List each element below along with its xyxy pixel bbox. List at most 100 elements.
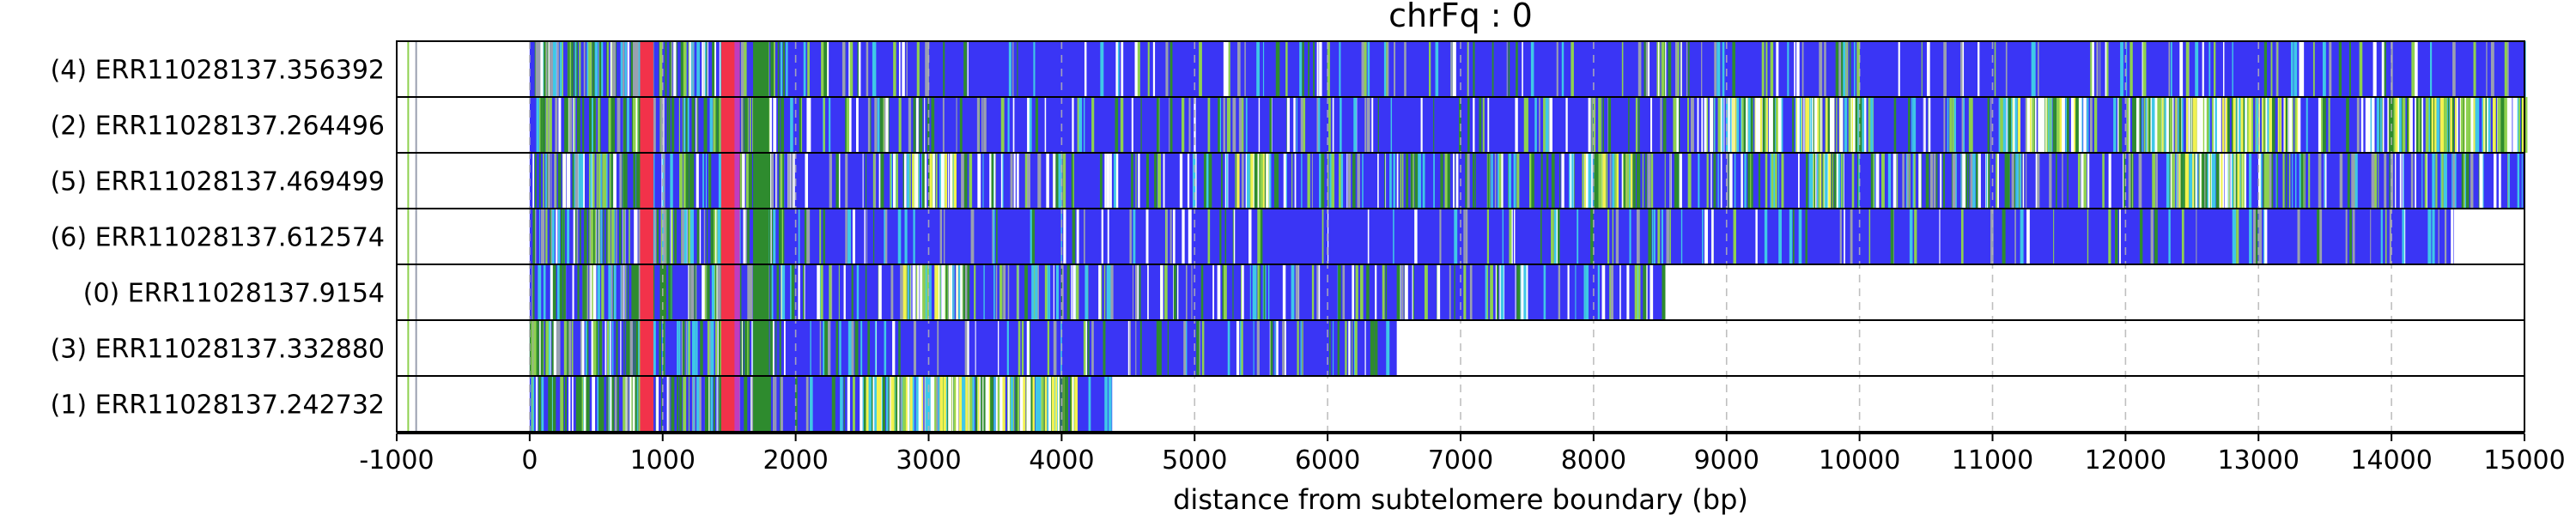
read-mark xyxy=(925,264,927,320)
read-mark xyxy=(878,153,881,209)
read-mark xyxy=(608,97,611,153)
read-mark xyxy=(1054,376,1058,432)
read-mark xyxy=(2014,97,2018,153)
read-mark xyxy=(1212,264,1214,320)
read-mark xyxy=(1971,97,1973,153)
read-mark xyxy=(866,41,869,97)
read-mark xyxy=(1364,97,1367,153)
read-mark xyxy=(2154,97,2157,153)
read-mark xyxy=(1734,97,1736,153)
read-mark xyxy=(1252,153,1255,209)
read-mark xyxy=(2083,153,2087,209)
read-mark xyxy=(1024,264,1028,320)
read-mark xyxy=(1099,153,1103,209)
read-mark xyxy=(2482,97,2485,153)
read-mark xyxy=(1819,41,1823,97)
read-mark xyxy=(1276,153,1279,209)
read-mark xyxy=(2393,97,2397,153)
read-mark xyxy=(823,209,825,264)
read-mark xyxy=(2429,97,2433,153)
read-mark xyxy=(691,41,693,97)
read-mark xyxy=(626,376,629,432)
read-mark xyxy=(2235,97,2239,153)
read-mark xyxy=(706,41,708,97)
read-mark xyxy=(611,376,614,432)
read-mark xyxy=(1805,97,1808,153)
read-mark xyxy=(621,264,623,320)
read-mark xyxy=(716,264,719,320)
read-mark xyxy=(653,209,655,264)
read-mark xyxy=(1697,97,1699,153)
read-mark xyxy=(1914,209,1917,264)
read-mark xyxy=(2263,41,2267,97)
read-mark xyxy=(1500,264,1504,320)
read-mark xyxy=(1549,97,1553,153)
read-mark xyxy=(1621,153,1624,209)
read-mark xyxy=(2476,97,2480,153)
read-mark xyxy=(2444,209,2447,264)
read-mark xyxy=(683,320,685,376)
read-mark xyxy=(2517,153,2520,209)
read-mark xyxy=(1233,209,1236,264)
read-mark xyxy=(2172,153,2173,209)
read-mark xyxy=(1063,209,1066,264)
read-mark xyxy=(2524,97,2528,153)
read-mark xyxy=(941,264,944,320)
read-mark xyxy=(2120,41,2123,97)
read-mark xyxy=(689,41,691,97)
read-mark xyxy=(1559,153,1561,209)
read-mark xyxy=(1759,97,1763,153)
read-mark xyxy=(872,209,875,264)
read-track xyxy=(407,97,2528,153)
read-mark xyxy=(539,97,543,153)
read-mark xyxy=(1513,209,1516,264)
read-mark xyxy=(620,41,623,97)
read-mark xyxy=(1166,209,1169,264)
read-mark xyxy=(579,41,581,97)
read-mark xyxy=(535,209,537,264)
read-mark xyxy=(415,41,417,97)
read-mark xyxy=(1835,41,1839,97)
read-mark xyxy=(2243,153,2246,209)
read-mark xyxy=(1673,97,1677,153)
read-mark xyxy=(1960,209,1964,264)
read-mark xyxy=(846,97,849,153)
read-mark xyxy=(1896,153,1899,209)
read-mark xyxy=(543,153,544,209)
read-mark xyxy=(1674,41,1679,97)
read-mark xyxy=(831,376,835,432)
read-label: (4) ERR11028137.356392 xyxy=(51,56,385,86)
read-mark xyxy=(1299,41,1303,97)
read-mark xyxy=(1701,41,1703,97)
read-mark xyxy=(557,153,562,209)
read-mark xyxy=(1870,97,1874,153)
read-mark xyxy=(874,376,877,432)
read-mark xyxy=(1037,153,1041,209)
read-mark xyxy=(548,320,550,376)
read-mark xyxy=(670,153,673,209)
read-mark xyxy=(656,376,659,432)
read-mark xyxy=(627,97,629,153)
read-mark xyxy=(916,41,920,97)
read-mark xyxy=(2062,153,2063,209)
read-mark xyxy=(2205,97,2208,153)
read-mark xyxy=(2365,97,2369,153)
read-mark xyxy=(2370,209,2372,264)
read-mark xyxy=(967,41,969,97)
read-mark xyxy=(1007,97,1010,153)
read-mark xyxy=(1479,97,1482,153)
read-mark xyxy=(1044,97,1047,153)
read-mark xyxy=(710,376,714,432)
read-mark xyxy=(2479,153,2483,209)
read-mark xyxy=(1701,97,1704,153)
read-mark xyxy=(1352,153,1356,209)
read-mark xyxy=(1382,264,1385,320)
read-mark xyxy=(2473,97,2476,153)
read-mark xyxy=(579,376,582,432)
read-mark xyxy=(1207,97,1211,153)
read-mark xyxy=(923,153,927,209)
read-mark xyxy=(2093,97,2098,153)
read-mark xyxy=(1120,97,1124,153)
read-mark xyxy=(1332,97,1334,153)
read-mark xyxy=(2263,97,2266,153)
